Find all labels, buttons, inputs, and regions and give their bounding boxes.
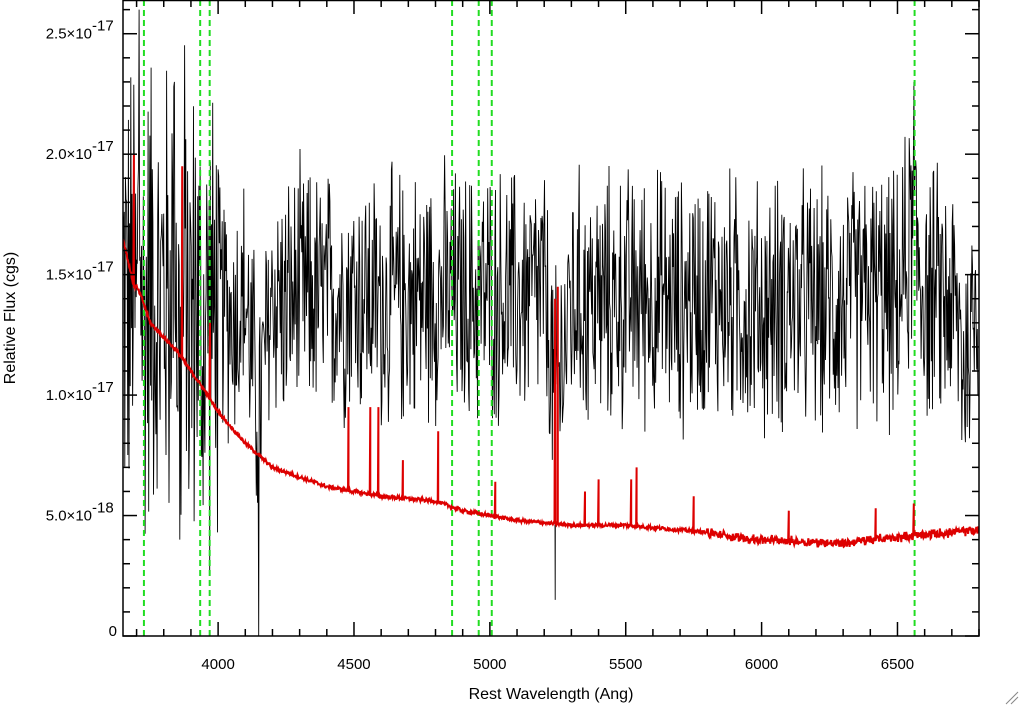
x-tick-label: 6000: [745, 656, 778, 673]
y-tick-label: 2.5×10: [46, 26, 92, 43]
y-tick-exponent: -17: [92, 18, 114, 35]
x-tick-label: 5500: [609, 656, 642, 673]
x-tick-label: 4500: [337, 656, 370, 673]
y-tick-label: 1.5×10: [46, 267, 92, 284]
y-tick-exponent: -17: [92, 379, 114, 396]
x-tick-label: 5000: [473, 656, 506, 673]
observed-spectrum-line: [123, 9, 979, 636]
y-tick-exponent: -18: [92, 500, 114, 517]
y-tick-exponent: -17: [92, 138, 114, 155]
resize-grip-icon[interactable]: [1005, 691, 1019, 705]
y-axis-title: Relative Flux (cgs): [2, 252, 19, 384]
y-tick-label: 0: [109, 623, 117, 640]
y-tick-labels: 05.0×10 -181.0×10 -171.5×10 -172.0×10 -172.5…: [46, 18, 117, 640]
y-tick-label: 1.0×10: [46, 387, 92, 404]
plot-frame: [122, 0, 980, 637]
x-axis-title: Rest Wavelength (Ang): [469, 686, 634, 703]
x-tick-labels: 4000 4500 5000 5500 6000 6500: [201, 656, 914, 673]
x-tick-label: 6500: [881, 656, 914, 673]
y-tick-label: 5.0×10: [46, 508, 92, 525]
x-tick-label: 4000: [201, 656, 234, 673]
minor-ticks: [123, 0, 980, 636]
model-spectrum-line: [123, 154, 979, 549]
y-tick-exponent: -17: [92, 259, 114, 276]
y-tick-label: 2.0×10: [46, 146, 92, 163]
